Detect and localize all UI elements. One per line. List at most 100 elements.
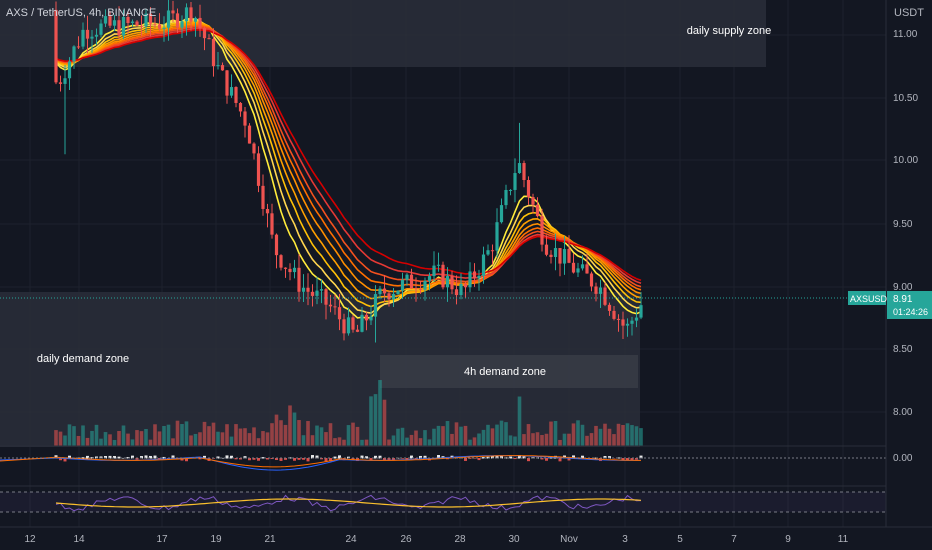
macd-histogram-bar [423,455,427,459]
candle-body [279,255,283,268]
macd-histogram-bar [203,455,206,459]
volume-bar [229,436,234,446]
macd-histogram-bar [572,455,575,459]
candle-body [337,307,342,320]
volume-bar [270,423,274,446]
candle-body [526,180,531,198]
macd-histogram-bar [401,458,404,459]
candle-body [184,7,189,22]
candle-body [189,7,193,22]
macd-histogram-bar [518,455,521,459]
volume-bar [621,424,625,446]
volume-bar [616,423,621,446]
candle-body [418,288,423,290]
candle-body [243,111,247,126]
candle-body [193,17,198,22]
candle-body [274,234,279,256]
volume-bar [423,430,427,446]
candle-body [211,38,216,67]
volume-bar [585,435,589,446]
candle-body [625,323,630,326]
macd-histogram-bar [410,455,413,459]
volume-bar [144,429,148,446]
volume-bar [247,433,252,446]
macd-histogram-bar [275,458,278,461]
candle-body [468,271,472,288]
4h-demand-zone[interactable] [380,355,638,388]
candle-body [54,9,58,83]
volume-bar [639,428,643,446]
candle-body [522,163,526,181]
macd-histogram-bar [387,458,391,461]
candle-body [301,287,306,292]
macd-histogram-bar [135,458,139,460]
candle-body [166,10,171,28]
time-tick: 17 [156,534,168,545]
candle-body [72,46,76,62]
symbol-header[interactable]: AXS / TetherUS, 4h, BINANCE [6,7,157,19]
candle-body [198,17,202,29]
volume-bar [189,435,193,446]
macd-histogram-bar [405,458,409,460]
candles [54,0,643,343]
macd-histogram-bar [225,455,229,459]
candle-body [603,287,607,305]
volume-bar [301,435,306,446]
candle-body [319,289,324,291]
volume-bar [553,421,558,446]
volume-bar [130,439,135,446]
time-tick: 26 [400,534,412,545]
candle-body [567,249,571,263]
macd-histogram-bar [131,455,134,459]
macd-histogram-bar [239,458,242,460]
candle-body [585,264,589,274]
macd-histogram-bar [635,458,638,460]
candle-body [436,264,441,266]
candle-body [171,10,175,14]
volume-bar [535,432,540,446]
macd-histogram-bar [630,458,634,461]
candle-body [103,16,108,24]
macd-histogram-bar [477,458,481,461]
candle-body [540,216,544,245]
macd-histogram-bar [108,455,112,459]
macd-histogram-bar [482,457,485,459]
volume-bar [171,438,175,446]
candle-body [162,27,166,29]
candle-body [342,319,346,334]
macd-histogram-bar [360,455,364,459]
macd-histogram-bar [383,458,386,461]
volume-bar [180,424,184,446]
volume-bar [184,421,189,446]
last-price-tag[interactable] [887,291,932,319]
volume-bar [567,433,571,446]
volume-bar [85,437,90,446]
candle-body [598,287,603,294]
macd-histogram-bar [329,458,332,462]
volume-bar [450,433,454,446]
candle-body [553,248,558,258]
candle-body [283,267,288,269]
candle-body [387,293,391,300]
macd-histogram-bar [473,458,476,459]
volume-bar [396,428,400,446]
volume-bar [459,426,463,446]
volume-bar [121,425,126,446]
volume-bar [324,432,328,446]
candle-body [292,267,297,273]
volume-bars [54,380,643,446]
volume-bar [513,436,517,446]
macd-histogram-bar [140,456,143,459]
time-tick: 30 [508,534,520,545]
candle-body [175,13,180,28]
candle-body [427,276,432,281]
macd-histogram-bar [185,458,188,462]
volume-bar [211,422,216,446]
volume-bar [166,424,171,446]
volume-bar [225,424,229,446]
volume-bar [63,435,67,446]
volume-bar [441,426,445,446]
candle-body [355,329,360,332]
macd-histogram-bar [243,456,247,459]
